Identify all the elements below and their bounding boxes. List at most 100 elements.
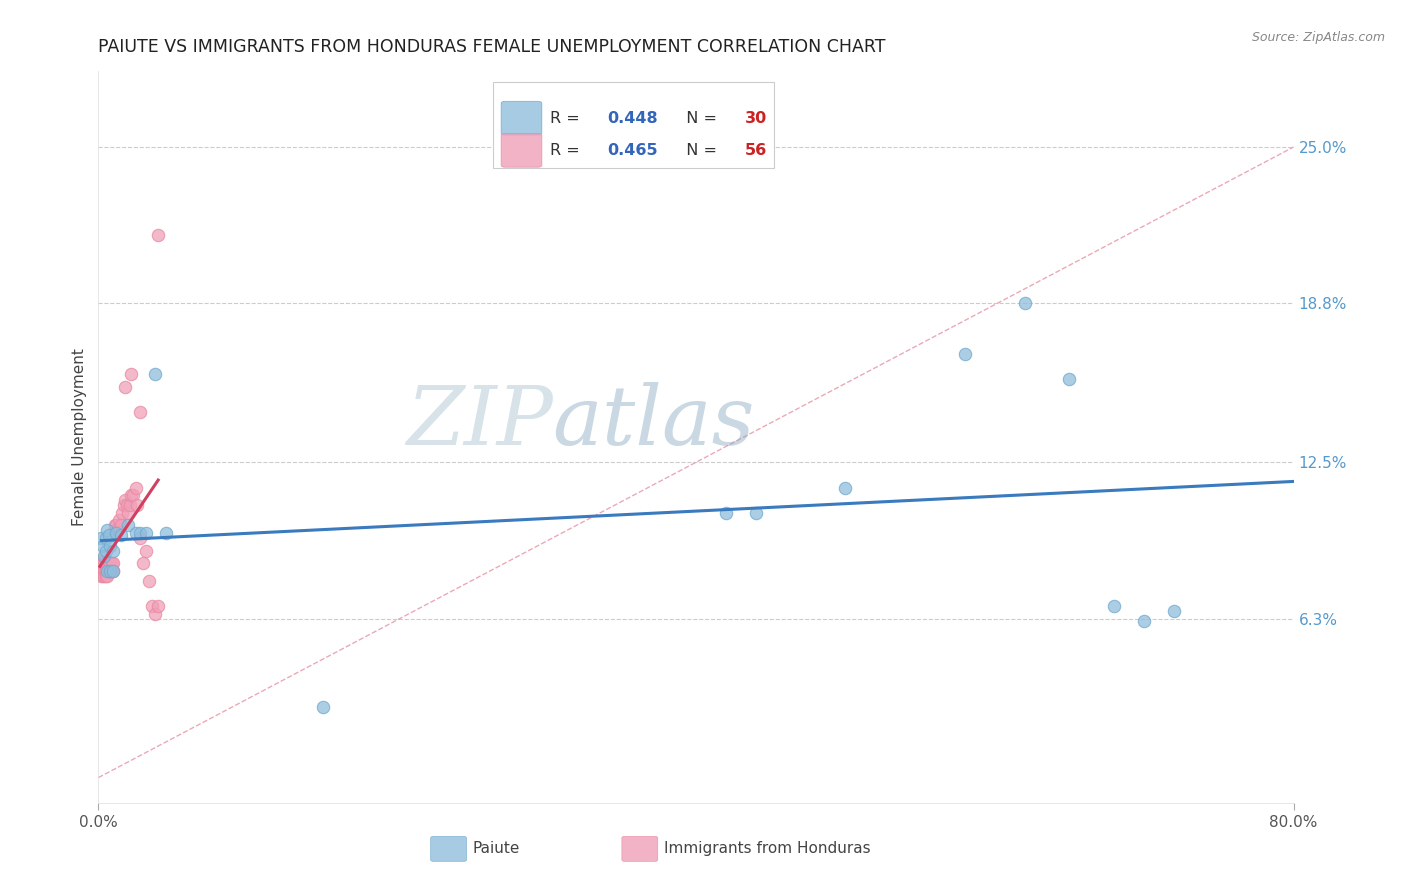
FancyBboxPatch shape — [494, 81, 773, 168]
Immigrants from Honduras — [115, 498, 138, 512]
Immigrants from Honduras — [94, 569, 117, 583]
Paiute — [94, 531, 117, 545]
Immigrants from Honduras — [121, 488, 143, 502]
FancyBboxPatch shape — [621, 837, 658, 862]
Text: 30: 30 — [745, 111, 768, 126]
Immigrants from Honduras — [141, 599, 163, 613]
Paiute — [94, 543, 117, 558]
Immigrants from Honduras — [103, 556, 125, 570]
Paiute — [96, 524, 118, 538]
Immigrants from Honduras — [129, 531, 152, 545]
Immigrants from Honduras — [118, 498, 141, 512]
Paiute — [125, 525, 148, 540]
FancyBboxPatch shape — [501, 134, 541, 167]
Immigrants from Honduras — [94, 556, 117, 570]
Paiute — [1014, 296, 1036, 310]
Immigrants from Honduras — [105, 518, 128, 533]
Text: R =: R = — [550, 143, 585, 158]
Immigrants from Honduras — [103, 564, 125, 578]
Immigrants from Honduras — [120, 367, 142, 381]
Paiute — [714, 506, 737, 520]
Text: atlas: atlas — [553, 383, 755, 462]
Paiute — [98, 564, 122, 578]
Paiute — [103, 543, 125, 558]
Paiute — [135, 525, 157, 540]
Immigrants from Honduras — [101, 564, 124, 578]
Paiute — [103, 564, 125, 578]
Paiute — [745, 506, 768, 520]
Immigrants from Honduras — [111, 506, 134, 520]
Paiute — [311, 700, 333, 714]
Paiute — [143, 367, 166, 381]
Immigrants from Honduras — [98, 564, 122, 578]
Immigrants from Honduras — [117, 506, 139, 520]
Paiute — [98, 539, 122, 553]
Immigrants from Honduras — [91, 569, 114, 583]
Paiute — [117, 518, 139, 533]
Immigrants from Honduras — [127, 498, 149, 512]
Immigrants from Honduras — [110, 518, 132, 533]
Immigrants from Honduras — [97, 564, 120, 578]
Paiute — [1133, 614, 1156, 628]
Immigrants from Honduras — [105, 524, 128, 538]
Paiute — [1104, 599, 1126, 613]
Immigrants from Honduras — [114, 493, 136, 508]
Immigrants from Honduras — [93, 564, 115, 578]
Paiute — [91, 539, 114, 553]
Text: 56: 56 — [745, 143, 768, 158]
Immigrants from Honduras — [148, 228, 170, 243]
Immigrants from Honduras — [93, 556, 115, 570]
Paiute — [105, 525, 128, 540]
Immigrants from Honduras — [132, 556, 155, 570]
Paiute — [953, 347, 976, 361]
FancyBboxPatch shape — [501, 102, 541, 135]
Immigrants from Honduras — [104, 524, 127, 538]
Text: R =: R = — [550, 111, 585, 126]
Immigrants from Honduras — [91, 556, 114, 570]
FancyBboxPatch shape — [430, 837, 467, 862]
Immigrants from Honduras — [108, 513, 131, 527]
Immigrants from Honduras — [89, 564, 111, 578]
Paiute — [129, 525, 152, 540]
Paiute — [90, 531, 112, 545]
Text: 0.465: 0.465 — [607, 143, 658, 158]
Paiute — [834, 481, 856, 495]
Immigrants from Honduras — [94, 564, 117, 578]
Immigrants from Honduras — [96, 569, 118, 583]
Text: Source: ZipAtlas.com: Source: ZipAtlas.com — [1251, 31, 1385, 45]
Paiute — [96, 564, 118, 578]
Immigrants from Honduras — [90, 556, 112, 570]
Immigrants from Honduras — [93, 569, 115, 583]
Paiute — [110, 528, 132, 542]
Text: ZIP: ZIP — [406, 383, 553, 462]
Immigrants from Honduras — [90, 564, 112, 578]
Y-axis label: Female Unemployment: Female Unemployment — [72, 348, 87, 526]
Immigrants from Honduras — [89, 554, 111, 568]
Immigrants from Honduras — [148, 599, 170, 613]
Paiute — [93, 549, 115, 563]
Immigrants from Honduras — [93, 564, 115, 578]
Immigrants from Honduras — [91, 564, 114, 578]
Paiute — [155, 525, 177, 540]
Paiute — [1059, 372, 1081, 386]
Text: Paiute: Paiute — [472, 841, 520, 856]
Immigrants from Honduras — [104, 518, 127, 533]
Immigrants from Honduras — [97, 556, 120, 570]
Text: N =: N = — [676, 111, 721, 126]
Immigrants from Honduras — [96, 564, 118, 578]
Immigrants from Honduras — [98, 556, 122, 570]
Immigrants from Honduras — [143, 607, 166, 621]
Immigrants from Honduras — [129, 405, 152, 419]
Immigrants from Honduras — [101, 556, 124, 570]
Immigrants from Honduras — [120, 488, 142, 502]
Text: PAIUTE VS IMMIGRANTS FROM HONDURAS FEMALE UNEMPLOYMENT CORRELATION CHART: PAIUTE VS IMMIGRANTS FROM HONDURAS FEMAL… — [98, 38, 886, 56]
Immigrants from Honduras — [112, 498, 135, 512]
Text: Immigrants from Honduras: Immigrants from Honduras — [664, 841, 870, 856]
Immigrants from Honduras — [94, 564, 117, 578]
Immigrants from Honduras — [125, 481, 148, 495]
Immigrants from Honduras — [135, 543, 157, 558]
Immigrants from Honduras — [138, 574, 160, 588]
Text: N =: N = — [676, 143, 721, 158]
Immigrants from Honduras — [96, 556, 118, 570]
Text: 0.448: 0.448 — [607, 111, 658, 126]
